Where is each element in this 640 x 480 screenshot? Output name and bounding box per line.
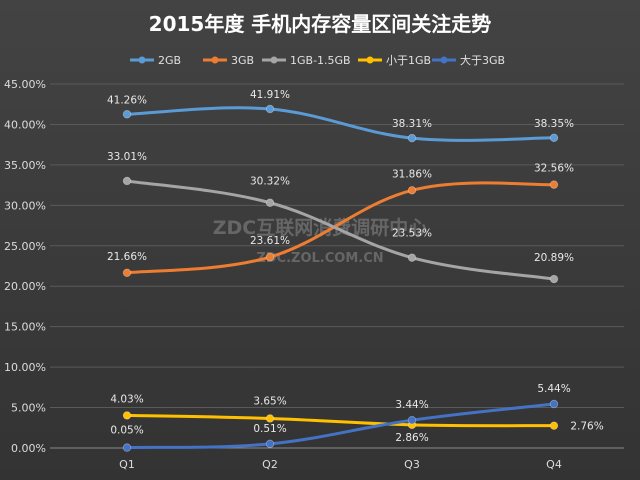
data-point (265, 104, 275, 114)
y-tick-label: 0.00% (11, 442, 46, 455)
legend-item[interactable]: 3GB (203, 54, 254, 67)
y-tick-label: 45.00% (4, 78, 46, 91)
legend-item[interactable]: 1GB-1.5GB (262, 54, 351, 67)
y-tick-label: 10.00% (4, 361, 46, 374)
data-label: 2.86% (395, 432, 428, 444)
data-point (122, 268, 132, 277)
legend-label: 1GB-1.5GB (290, 54, 351, 67)
legend-item[interactable]: 小于1GB (358, 54, 431, 67)
series-line (125, 179, 556, 281)
legend-label: 大于3GB (460, 53, 505, 67)
data-label: 38.31% (392, 118, 432, 130)
data-point (122, 411, 132, 420)
x-tick-label: Q4 (546, 458, 562, 471)
legend-label: 3GB (231, 54, 254, 67)
data-point (407, 253, 417, 262)
data-point (122, 443, 132, 452)
data-labels: 41.26% 41.91% 38.31% 38.35% 21.66% 23.61% 31.8… (107, 89, 604, 444)
legend-swatch-marker (270, 56, 278, 64)
data-label: 23.53% (392, 228, 432, 240)
data-point (549, 421, 559, 430)
series-line (125, 413, 556, 428)
data-point (407, 133, 417, 143)
data-label: 3.65% (253, 395, 286, 407)
y-tick-label: 35.00% (4, 159, 46, 172)
data-label: 0.05% (110, 425, 143, 437)
data-label: 3.44% (395, 399, 428, 411)
y-tick-label: 30.00% (4, 199, 46, 212)
legend[interactable]: 2GB 3GB 1GB-1.5GB 小于1GB 大于3GB (130, 53, 505, 67)
x-tick-label: Q2 (262, 458, 278, 471)
legend-item[interactable]: 2GB (130, 54, 181, 67)
legend-label: 2GB (158, 54, 181, 67)
x-axis-ticks: Q1 Q2 Q3 Q4 (119, 458, 562, 471)
data-point (549, 274, 559, 284)
y-tick-label: 15.00% (4, 321, 46, 334)
y-axis-ticks: 0.00% 5.00% 10.00% 15.00% 20.00% 25.00% 30.00%… (4, 78, 46, 455)
data-label: 41.91% (250, 89, 290, 101)
data-point (549, 180, 559, 189)
series-line (125, 402, 556, 450)
data-label: 41.26% (107, 94, 147, 106)
watermark: ZDC互联网消费调研中心 ZDC.ZOL.COM.CN (213, 216, 428, 266)
data-point (265, 414, 275, 423)
data-label: 23.61% (250, 235, 290, 247)
data-label: 32.56% (534, 163, 574, 175)
data-label: 30.32% (250, 176, 290, 188)
legend-swatch-marker (440, 56, 448, 64)
x-tick-label: Q3 (404, 458, 420, 471)
data-label: 5.44% (537, 383, 570, 395)
legend-swatch-marker (138, 56, 146, 64)
series-line (125, 106, 556, 142)
gridlines (50, 83, 624, 449)
data-label: 21.66% (107, 251, 147, 263)
y-tick-label: 25.00% (4, 240, 46, 253)
data-label: 2.76% (570, 421, 603, 433)
watermark-line1: ZDC互联网消费调研中心 (213, 216, 428, 239)
data-point (549, 133, 559, 142)
legend-label: 小于1GB (386, 54, 431, 67)
series-lines (122, 104, 559, 452)
legend-swatch-marker (366, 56, 374, 64)
data-label: 20.89% (534, 252, 574, 264)
data-label: 4.03% (110, 393, 143, 405)
data-point (549, 399, 559, 409)
chart-title: 2015年度 手机内存容量区间关注走势 (149, 12, 492, 36)
data-point (265, 198, 275, 207)
y-tick-label: 40.00% (4, 118, 46, 131)
y-tick-label: 5.00% (11, 402, 46, 415)
data-point (407, 186, 417, 195)
data-label: 31.86% (392, 168, 432, 180)
series-line (125, 181, 556, 275)
data-point (265, 439, 275, 449)
data-point (122, 110, 132, 119)
watermark-line2: ZDC.ZOL.COM.CN (256, 251, 383, 266)
data-point (265, 252, 275, 262)
data-label: 33.01% (107, 151, 147, 163)
data-point (122, 176, 132, 186)
data-label: 0.51% (253, 423, 286, 435)
legend-item[interactable]: 大于3GB (432, 53, 505, 67)
legend-swatch-marker (211, 56, 219, 64)
data-point (407, 415, 417, 425)
data-label: 38.35% (534, 118, 574, 130)
y-tick-label: 20.00% (4, 280, 46, 293)
x-tick-label: Q1 (119, 458, 135, 471)
